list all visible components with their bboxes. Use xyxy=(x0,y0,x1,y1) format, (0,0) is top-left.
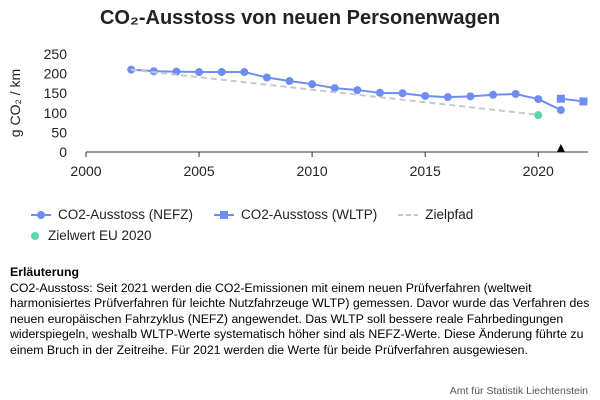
data-point-square xyxy=(556,94,565,103)
data-point xyxy=(217,68,226,77)
data-point xyxy=(285,77,294,86)
dot-icon xyxy=(31,231,39,240)
data-point xyxy=(443,93,452,102)
break-marker xyxy=(556,144,565,152)
legend-item-wltp[interactable]: CO2-Ausstoss (WLTP) xyxy=(213,207,377,222)
y-tick-label: 50 xyxy=(51,124,67,140)
data-point xyxy=(398,89,407,98)
x-tick-label: 2020 xyxy=(523,163,554,179)
y-tick-label: 200 xyxy=(44,66,68,82)
chart-legend: CO2-Ausstoss (NEFZ) CO2-Ausstoss (WLTP) … xyxy=(30,204,590,246)
data-point xyxy=(240,68,249,77)
y-tick-label: 100 xyxy=(44,105,68,121)
data-point xyxy=(466,92,475,101)
note-text: CO2-Ausstoss: Seit 2021 werden die CO2-E… xyxy=(10,280,590,357)
data-point xyxy=(353,86,362,95)
series-line-dashed-2 xyxy=(131,68,539,116)
series-line-0 xyxy=(131,68,562,111)
data-point-square xyxy=(579,97,588,106)
chart-title: CO₂-Ausstoss von neuen Personenwagen xyxy=(99,7,501,29)
legend-label-nefz: CO2-Ausstoss (NEFZ) xyxy=(58,207,194,222)
target-point xyxy=(534,111,543,120)
legend-label-wltp: CO2-Ausstoss (WLTP) xyxy=(241,207,378,222)
square-line-icon xyxy=(214,210,235,219)
circle-line-icon xyxy=(31,210,51,219)
data-point xyxy=(489,90,498,99)
y-tick-label: 150 xyxy=(44,85,68,101)
data-point xyxy=(534,95,543,104)
legend-item-zielwert[interactable]: Zielwert EU 2020 xyxy=(30,228,152,243)
legend-label-zielpfad: Zielpfad xyxy=(425,207,474,222)
data-point xyxy=(262,73,271,82)
data-point xyxy=(330,84,339,93)
y-axis-title: g CO₂ / km xyxy=(7,69,23,137)
data-point xyxy=(511,89,520,98)
legend-item-zielpfad[interactable]: Zielpfad xyxy=(397,207,473,222)
explanation-note: Erläuterung CO2-Ausstoss: Seit 2021 werd… xyxy=(10,265,590,359)
x-tick-label: 2015 xyxy=(410,163,441,179)
data-point xyxy=(195,68,204,77)
source-label: Amt für Statistik Liechtenstein xyxy=(449,385,588,397)
dashed-line-icon xyxy=(398,213,419,216)
y-tick-label: 0 xyxy=(59,144,67,160)
x-tick-label: 2000 xyxy=(70,163,101,179)
data-point xyxy=(308,80,317,89)
data-point xyxy=(556,106,565,115)
legend-label-zielwert: Zielwert EU 2020 xyxy=(48,228,152,243)
x-tick-label: 2005 xyxy=(183,163,214,179)
x-tick-label: 2010 xyxy=(297,163,328,179)
data-point xyxy=(421,91,430,100)
data-point xyxy=(375,88,384,97)
y-tick-label: 250 xyxy=(44,46,68,62)
line-chart: 0 50 100 150 200 250 g CO₂ / km 2000 2005 2010 201… xyxy=(7,46,588,179)
legend-item-nefz[interactable]: CO2-Ausstoss (NEFZ) xyxy=(30,207,193,222)
note-title: Erläuterung xyxy=(10,265,80,279)
